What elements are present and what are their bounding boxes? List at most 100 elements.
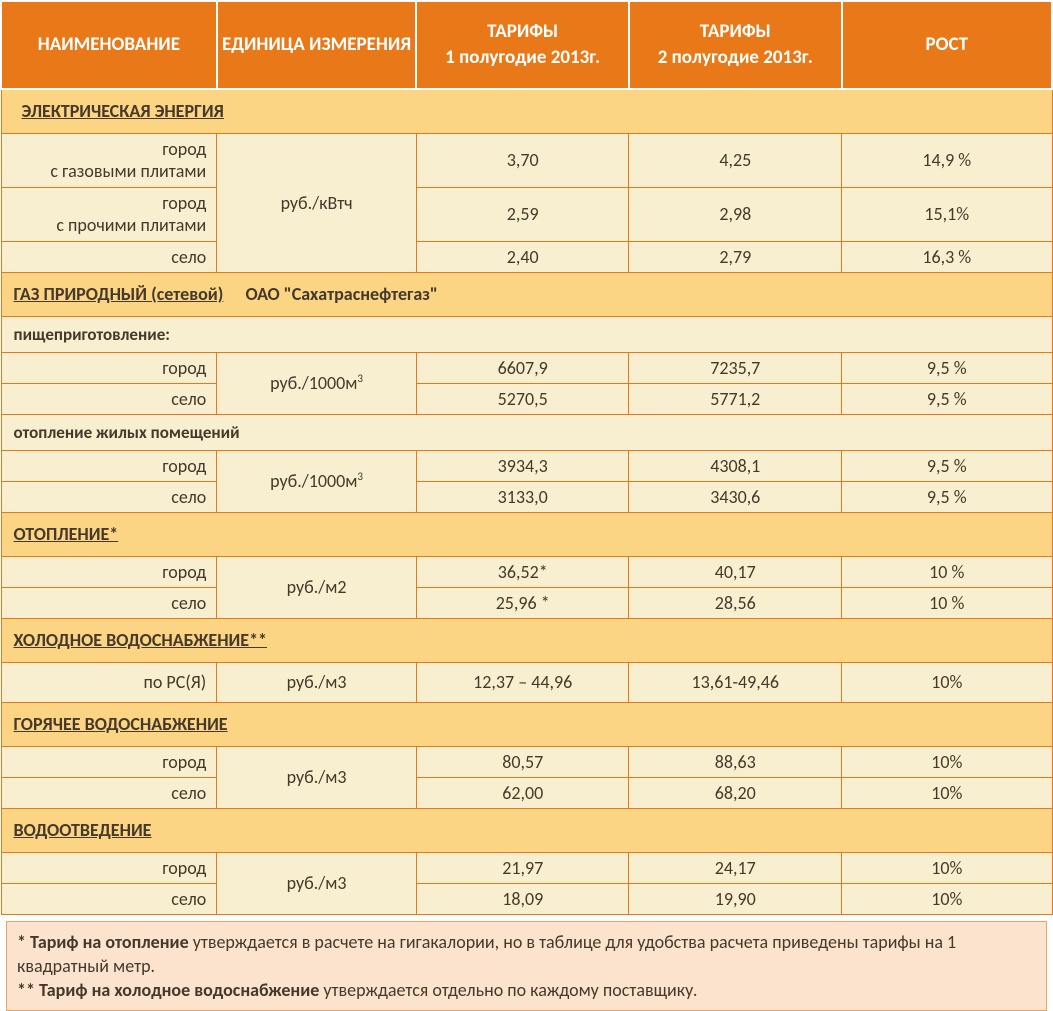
table-row: город руб./1000м3 3934,3 4308,1 9,5 % — [1, 450, 1052, 481]
header-growth: РОСТ — [842, 1, 1052, 89]
val-growth: 9,5 % — [842, 450, 1052, 481]
val-growth: 10% — [842, 662, 1052, 702]
val-growth: 10% — [842, 777, 1052, 808]
row-name: село — [1, 777, 217, 808]
gas-title-underline: ГАЗ ПРИРОДНЫЙ (сетевой) — [14, 283, 224, 305]
val-t1: 2,59 — [416, 187, 629, 241]
gas-title-company: ОАО "Сахатраснефтегаз" — [228, 283, 438, 305]
section-gas-title: ГАЗ ПРИРОДНЫЙ (сетевой) ОАО "Сахатраснеф… — [1, 272, 1052, 316]
val-growth: 10% — [842, 746, 1052, 777]
row-name: село — [1, 883, 217, 914]
header-name: НАИМЕНОВАНИЕ — [1, 1, 217, 89]
header-row: НАИМЕНОВАНИЕ ЕДИНИЦА ИЗМЕРЕНИЯ ТАРИФЫ1 п… — [1, 1, 1052, 89]
val-t2: 13,61-49,46 — [629, 662, 842, 702]
unit-cell: руб./м2 — [217, 556, 417, 618]
section-sewer-title: ВОДООТВЕДЕНИЕ — [1, 808, 1052, 852]
val-t2: 28,56 — [629, 587, 842, 618]
val-growth: 15,1% — [842, 187, 1052, 241]
val-t1: 25,96 * — [416, 587, 629, 618]
val-t1: 3133,0 — [416, 481, 629, 512]
val-t2: 2,98 — [629, 187, 842, 241]
unit-cell: руб./1000м3 — [217, 450, 417, 512]
val-growth: 9,5 % — [842, 352, 1052, 383]
val-growth: 14,9 % — [842, 133, 1052, 187]
table-row: село 2,40 2,79 16,3 % — [1, 241, 1052, 272]
section-hot-title: ГОРЯЧЕЕ ВОДОСНАБЖЕНИЕ — [1, 702, 1052, 746]
row-name: город — [1, 352, 217, 383]
unit-cell: руб./1000м3 — [217, 352, 417, 414]
header-t2: ТАРИФЫ2 полугодие 2013г. — [629, 1, 842, 89]
val-growth: 9,5 % — [842, 481, 1052, 512]
val-t1: 80,57 — [416, 746, 629, 777]
table-row: город руб./м3 21,97 24,17 10% — [1, 852, 1052, 883]
val-t1: 3934,3 — [416, 450, 629, 481]
footnote-1-bold: * Тариф на отопление — [17, 931, 189, 953]
val-t2: 40,17 — [629, 556, 842, 587]
val-growth: 10% — [842, 883, 1052, 914]
unit-cell: руб./м3 — [217, 662, 417, 702]
table-row: городс прочими плитами 2,59 2,98 15,1% — [1, 187, 1052, 241]
section-gas-sub1-title: пищеприготовление: — [1, 316, 1052, 352]
unit-sup: 3 — [357, 470, 363, 483]
row-name: по РС(Я) — [1, 662, 217, 702]
val-growth: 9,5 % — [842, 383, 1052, 414]
val-t1: 3,70 — [416, 133, 629, 187]
unit-sup: 3 — [357, 372, 363, 385]
val-t1: 18,09 — [416, 883, 629, 914]
row-name: село — [1, 587, 217, 618]
val-growth: 10 % — [842, 556, 1052, 587]
val-t2: 4,25 — [629, 133, 842, 187]
header-t1: ТАРИФЫ1 полугодие 2013г. — [416, 1, 629, 89]
unit-text: руб./1000м — [270, 470, 357, 492]
section-heating-title: ОТОПЛЕНИЕ* — [1, 512, 1052, 556]
val-t2: 3430,6 — [629, 481, 842, 512]
table-row: село 25,96 * 28,56 10 % — [1, 587, 1052, 618]
row-name: село — [1, 241, 217, 272]
val-t2: 7235,7 — [629, 352, 842, 383]
table-row: город руб./м2 36,52* 40,17 10 % — [1, 556, 1052, 587]
val-t1: 36,52* — [416, 556, 629, 587]
val-t2: 24,17 — [629, 852, 842, 883]
section-electric-title: ЭЛЕКТРИЧЕСКАЯ ЭНЕРГИЯ — [1, 89, 1052, 133]
unit-cell: руб./кВтч — [217, 133, 417, 272]
val-t2: 88,63 — [629, 746, 842, 777]
val-t1: 12,37 – 44,96 — [416, 662, 629, 702]
val-t1: 5270,5 — [416, 383, 629, 414]
val-t2: 2,79 — [629, 241, 842, 272]
val-t1: 21,97 — [416, 852, 629, 883]
val-growth: 10 % — [842, 587, 1052, 618]
row-name: город — [1, 450, 217, 481]
val-growth: 10% — [842, 852, 1052, 883]
footnote-2: ** Тариф на холодное водоснабжение утвер… — [17, 978, 1036, 1002]
footnotes-box: * Тариф на отопление утверждается в расч… — [6, 921, 1047, 1011]
val-t1: 6607,9 — [416, 352, 629, 383]
table-row: село 18,09 19,90 10% — [1, 883, 1052, 914]
row-name: городс газовыми плитами — [1, 133, 217, 187]
table-row: городс газовыми плитами руб./кВтч 3,70 4… — [1, 133, 1052, 187]
val-t2: 5771,2 — [629, 383, 842, 414]
row-name: город — [1, 556, 217, 587]
header-unit: ЕДИНИЦА ИЗМЕРЕНИЯ — [217, 1, 417, 89]
section-cold-title: ХОЛОДНОЕ ВОДОСНАБЖЕНИЕ** — [1, 618, 1052, 662]
table-row: село 5270,5 5771,2 9,5 % — [1, 383, 1052, 414]
row-name: город — [1, 852, 217, 883]
row-name: село — [1, 481, 217, 512]
row-name: город — [1, 746, 217, 777]
val-t1: 2,40 — [416, 241, 629, 272]
footnote-2-bold: ** Тариф на холодное водоснабжение — [17, 979, 319, 1001]
table-row: город руб./1000м3 6607,9 7235,7 9,5 % — [1, 352, 1052, 383]
row-name: село — [1, 383, 217, 414]
row-name: городс прочими плитами — [1, 187, 217, 241]
val-t2: 68,20 — [629, 777, 842, 808]
footnote-1: * Тариф на отопление утверждается в расч… — [17, 930, 1036, 979]
table-row: город руб./м3 80,57 88,63 10% — [1, 746, 1052, 777]
unit-text: руб./1000м — [270, 372, 357, 394]
unit-cell: руб./м3 — [217, 746, 417, 808]
section-gas-sub2-title: отопление жилых помещений — [1, 414, 1052, 450]
val-t2: 19,90 — [629, 883, 842, 914]
table-row: по РС(Я) руб./м3 12,37 – 44,96 13,61-49,… — [1, 662, 1052, 702]
table-row: село 3133,0 3430,6 9,5 % — [1, 481, 1052, 512]
val-t1: 62,00 — [416, 777, 629, 808]
table-row: село 62,00 68,20 10% — [1, 777, 1052, 808]
unit-cell: руб./м3 — [217, 852, 417, 914]
